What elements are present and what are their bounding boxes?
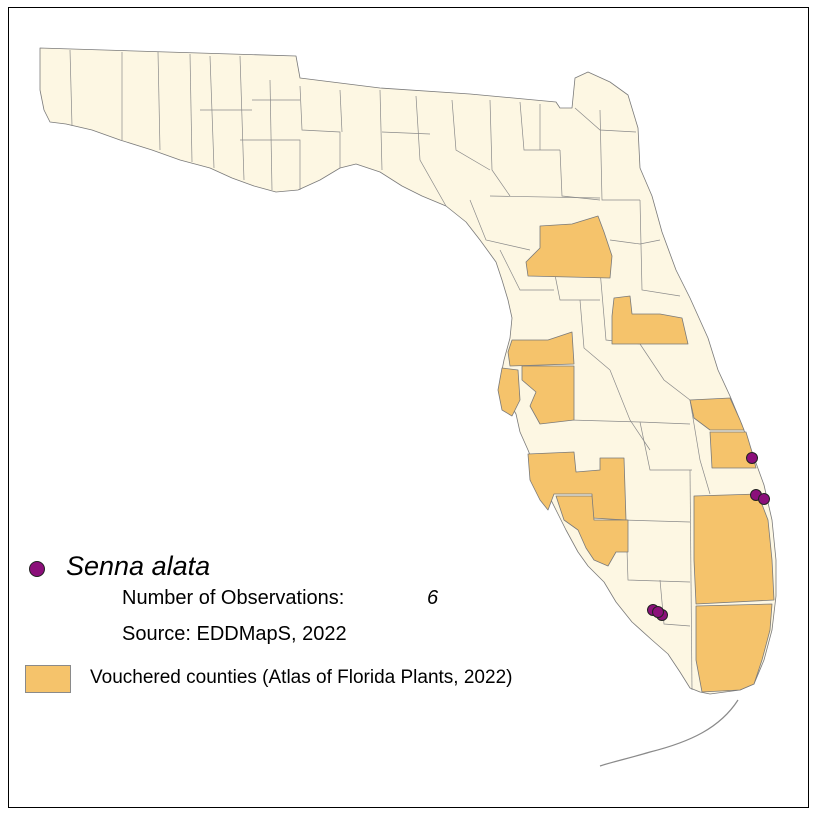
observation-points bbox=[647, 452, 770, 621]
legend-count-label: Number of Observations: bbox=[122, 587, 345, 609]
county-brevard bbox=[689, 397, 745, 431]
county-palm-beach-broward bbox=[693, 493, 775, 605]
legend-observation-symbol bbox=[29, 561, 45, 577]
legend-vouchered-swatch bbox=[25, 665, 71, 693]
legend-vouchered-label: Vouchered counties (Atlas of Florida Pla… bbox=[90, 667, 513, 688]
county-lake bbox=[611, 295, 689, 345]
observation-point bbox=[652, 606, 664, 618]
county-alachua bbox=[525, 215, 613, 279]
county-manatee bbox=[527, 451, 627, 521]
legend-species-name: Senna alata bbox=[66, 551, 211, 581]
observation-point bbox=[746, 452, 758, 464]
county-boundaries bbox=[69, 49, 711, 691]
vouchered-counties bbox=[497, 215, 775, 693]
county-pinellas bbox=[497, 367, 521, 417]
county-miami-dade bbox=[695, 603, 773, 693]
observation-point bbox=[758, 493, 770, 505]
county-charlotte-lee bbox=[555, 495, 629, 567]
florida-keys bbox=[599, 699, 739, 767]
county-pasco bbox=[507, 331, 575, 367]
legend-source: Source: EDDMapS, 2022 bbox=[122, 623, 347, 645]
legend-count-value: 6 bbox=[427, 587, 439, 609]
county-hillsborough bbox=[521, 365, 575, 425]
